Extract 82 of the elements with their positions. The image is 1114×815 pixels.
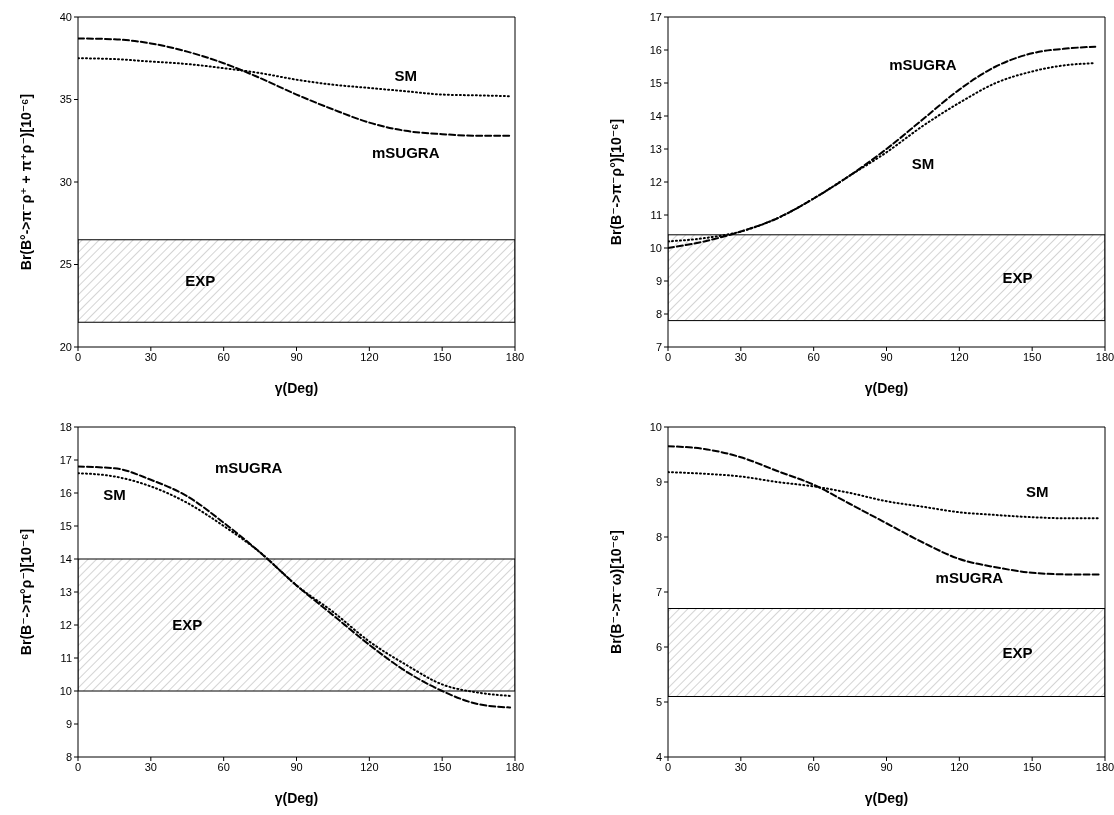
y-tick-label: 13	[649, 142, 662, 155]
y-tick-label: 14	[649, 109, 662, 122]
y-tick-label: 7	[655, 340, 662, 353]
y-tick-label: 6	[655, 640, 662, 653]
x-tick-label: 90	[290, 350, 303, 363]
x-tick-label: 150	[432, 350, 452, 363]
y-tick-label: 4	[655, 750, 662, 763]
x-axis-title: γ(Deg)	[274, 380, 319, 396]
series-label: mSUGRA	[371, 144, 440, 162]
y-tick-label: 9	[65, 717, 72, 730]
x-tick-label: 180	[1095, 760, 1114, 773]
y-tick-label: 35	[59, 93, 72, 106]
x-tick-label: 150	[1022, 760, 1042, 773]
x-tick-label: 60	[217, 760, 230, 773]
y-tick-label: 16	[59, 486, 72, 499]
series-label: SM	[911, 155, 935, 173]
y-tick-label: 9	[655, 475, 662, 488]
y-axis-title: Br(B⁻->π°ρ⁻)[10⁻⁶]	[17, 528, 34, 656]
x-tick-label: 120	[360, 760, 379, 773]
y-tick-label: 8	[655, 530, 662, 543]
x-tick-label: 120	[950, 350, 969, 363]
y-axis-title: Br(B°->π⁻ρ⁺ + π⁺ρ⁻)[10⁻⁶]	[17, 93, 34, 271]
y-tick-label: 11	[60, 651, 72, 664]
x-tick-label: 60	[807, 760, 820, 773]
x-axis-title: γ(Deg)	[864, 790, 909, 806]
x-tick-label: 0	[664, 760, 672, 773]
y-tick-label: 7	[655, 585, 662, 598]
x-tick-label: 0	[74, 350, 82, 363]
band-label: EXP	[185, 272, 216, 290]
x-tick-label: 30	[734, 760, 747, 773]
y-tick-label: 5	[655, 695, 662, 708]
x-tick-label: 90	[290, 760, 303, 773]
y-tick-label: 13	[59, 585, 72, 598]
band-label: EXP	[172, 616, 203, 634]
x-tick-label: 120	[360, 350, 379, 363]
y-tick-label: 40	[59, 10, 72, 23]
x-tick-label: 180	[505, 350, 525, 363]
y-tick-label: 10	[59, 684, 72, 697]
y-tick-label: 14	[59, 552, 72, 565]
x-tick-label: 60	[807, 350, 820, 363]
series-label: mSUGRA	[889, 55, 957, 73]
x-tick-label: 90	[880, 350, 893, 363]
x-tick-label: 120	[950, 760, 969, 773]
text: mSUGRA	[214, 459, 283, 477]
y-tick-label: 15	[649, 76, 662, 89]
y-tick-label: 20	[59, 340, 72, 353]
y-tick-label: 17	[649, 10, 662, 23]
y-tick-label: 30	[59, 175, 72, 188]
x-tick-label: 30	[144, 760, 157, 773]
y-tick-label: 15	[59, 519, 72, 532]
series-label: SM	[394, 66, 417, 84]
x-tick-label: 60	[217, 350, 230, 363]
y-axis-title: Br(B⁻->π⁻ρ°)[10⁻⁶]	[607, 118, 624, 246]
y-tick-label: 11	[650, 208, 662, 221]
x-tick-label: 180	[505, 760, 525, 773]
x-tick-label: 150	[1022, 350, 1042, 363]
y-axis-title: Br(B⁻->π⁻ω)[10⁻⁶]	[607, 530, 624, 654]
band-label: EXP	[1002, 269, 1033, 287]
x-axis-title: γ(Deg)	[274, 790, 319, 806]
y-tick-label: 8	[65, 750, 72, 763]
y-tick-label: 17	[59, 453, 72, 466]
x-tick-label: 30	[144, 350, 157, 363]
y-tick-label: 8	[655, 307, 662, 320]
series-label: SM	[1025, 482, 1049, 500]
y-tick-label: 10	[649, 420, 662, 433]
y-tick-label: 10	[649, 241, 662, 254]
x-tick-label: 180	[1095, 350, 1114, 363]
y-tick-label: 25	[59, 258, 72, 271]
x-tick-label: 90	[880, 760, 893, 773]
y-tick-label: 9	[655, 274, 662, 287]
band-label: EXP	[1002, 643, 1033, 661]
x-tick-label: 30	[734, 350, 747, 363]
series-label: mSUGRA	[935, 568, 1004, 586]
x-axis-title: γ(Deg)	[864, 380, 909, 396]
x-tick-label: 0	[664, 350, 672, 363]
x-tick-label: 150	[432, 760, 452, 773]
series-label: SM	[103, 486, 126, 503]
y-tick-label: 18	[59, 420, 72, 433]
y-tick-label: 12	[649, 175, 662, 188]
y-tick-label: 16	[649, 43, 662, 56]
y-tick-label: 12	[59, 618, 72, 631]
x-tick-label: 0	[74, 760, 82, 773]
